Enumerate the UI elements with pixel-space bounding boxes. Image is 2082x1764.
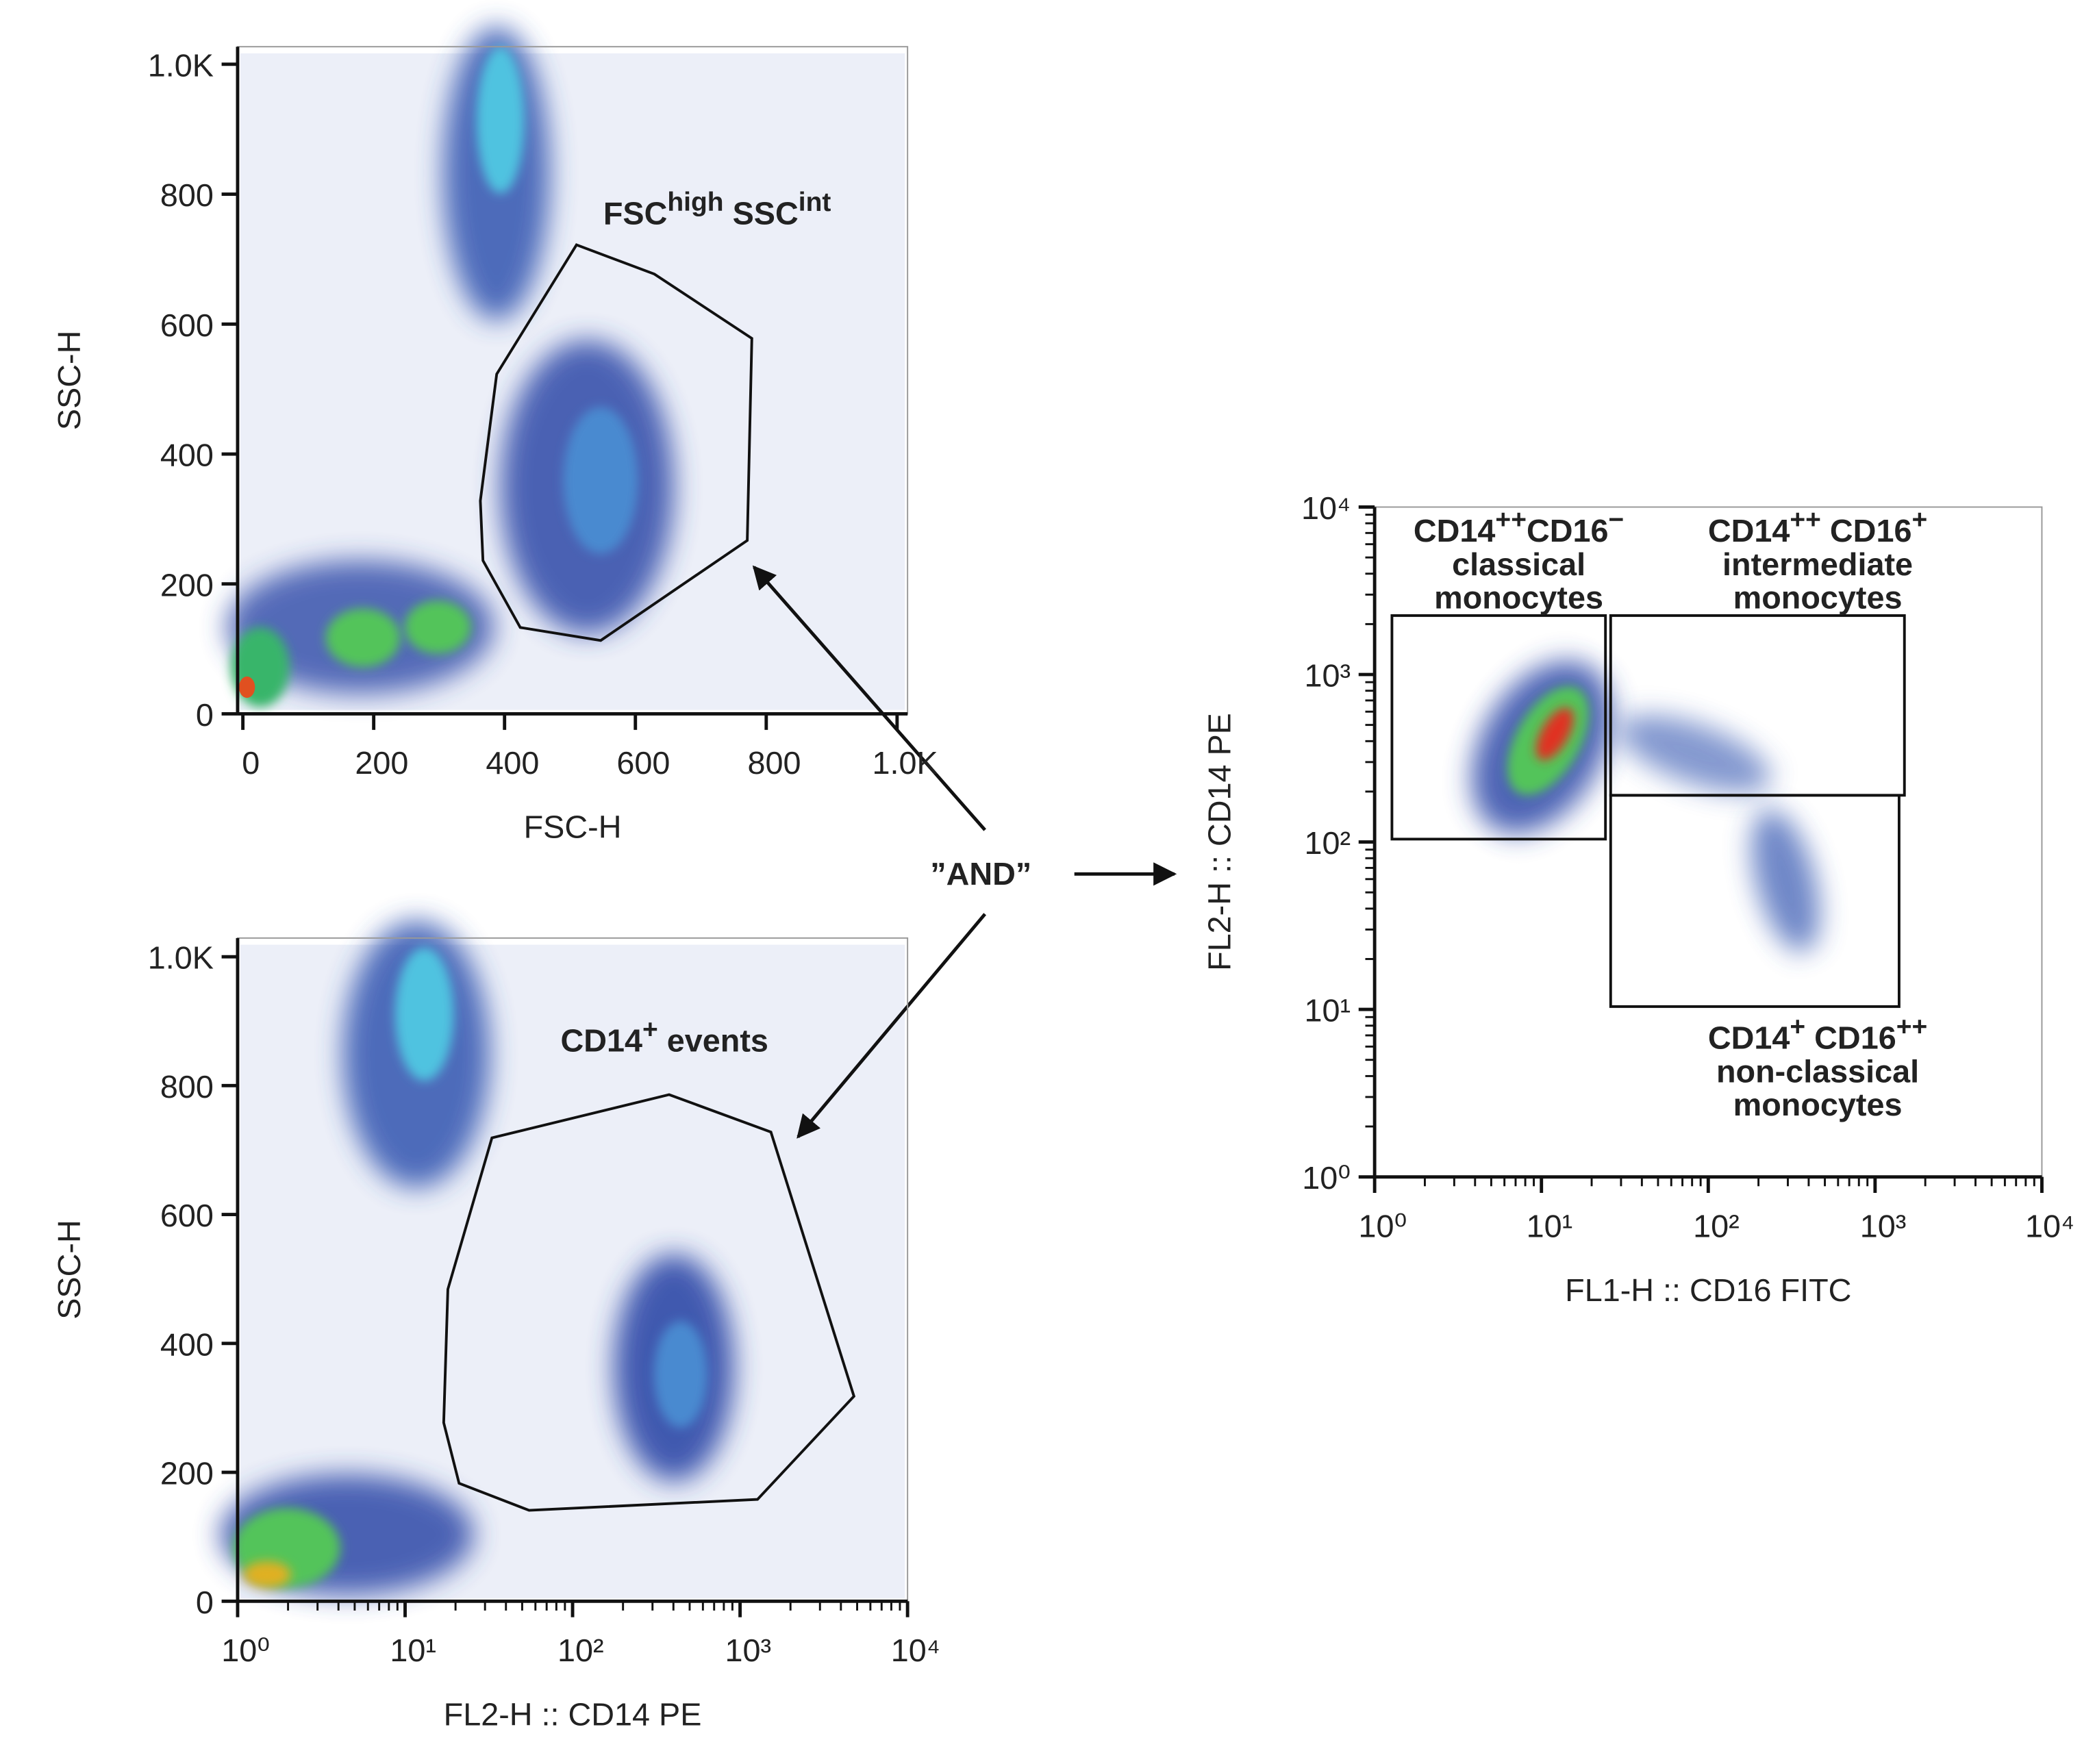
gate-label-part: CD16	[1805, 1020, 1896, 1056]
gate-label-part: intermediate	[1722, 546, 1913, 582]
gate-label: classical	[1452, 546, 1585, 582]
y-axis-label: SSC-H	[51, 1220, 87, 1319]
x-tick-label: 400	[486, 745, 539, 781]
gate-label-part: int	[799, 188, 831, 217]
connector-arrows	[752, 565, 1177, 1139]
x-tick-label: 10⁴	[891, 1633, 940, 1668]
y-axis-label: FL2-H :: CD14 PE	[1202, 713, 1238, 971]
y-tick-label: 10¹	[1304, 993, 1351, 1029]
gate-label-part: CD14	[1708, 513, 1790, 549]
gate-label: monocytes	[1733, 580, 1903, 616]
x-axis-label: FL2-H :: CD14 PE	[444, 1696, 702, 1732]
gate-label: CD14+ CD16++	[1708, 1012, 1927, 1055]
x-tick-label: 10³	[725, 1633, 772, 1668]
gate-label-part: CD14	[1708, 1020, 1790, 1056]
gate-label-part: +	[1790, 1012, 1805, 1042]
x-tick-label: 200	[355, 745, 408, 781]
gate-label: CD14+ events	[561, 1015, 768, 1058]
x-tick-label: 10⁰	[221, 1633, 270, 1668]
gate	[442, 1093, 856, 1512]
gate-label: CD14++CD16−	[1414, 505, 1624, 549]
y-tick-label: 10⁰	[1302, 1160, 1351, 1196]
y-tick-label: 1.0K	[148, 47, 214, 83]
x-tick-label: 10²	[557, 1633, 604, 1668]
y-tick-label: 10²	[1304, 825, 1351, 861]
x-tick-label: 10²	[1693, 1208, 1740, 1244]
gate-label-part: monocytes	[1434, 580, 1603, 616]
x-tick-label: 10¹	[1527, 1208, 1573, 1244]
gate-label-part: monocytes	[1733, 1087, 1903, 1122]
x-tick-label: 10³	[1860, 1208, 1907, 1244]
gate-label-part: +	[642, 1015, 658, 1044]
gate-label-part: −	[1608, 505, 1624, 535]
gate-label-part: CD14	[561, 1022, 643, 1058]
gate-label-part: CD16	[1527, 513, 1609, 549]
gate-label-part: CD16	[1821, 513, 1912, 549]
y-tick-label: 1.0K	[148, 940, 214, 976]
gate-label-part: CD14	[1414, 513, 1496, 549]
gate-label: FSChigh SSCint	[603, 188, 831, 231]
x-tick-label: 1.0K	[872, 745, 938, 781]
x-tick-label: 10⁴	[2025, 1208, 2074, 1244]
x-tick-label: 600	[616, 745, 670, 781]
density-cloud	[227, 26, 905, 710]
y-axis-label: SSC-H	[51, 331, 87, 430]
gate-label-part: monocytes	[1733, 580, 1903, 616]
x-tick-label: 10⁰	[1358, 1208, 1407, 1244]
density-cloud	[1471, 661, 1820, 953]
gate-label-part: FSC	[603, 195, 668, 231]
density-cloud	[220, 920, 905, 1599]
y-tick-label: 400	[160, 438, 214, 473]
y-tick-label: 10⁴	[1301, 490, 1351, 526]
y-tick-label: 0	[196, 697, 214, 733]
gate	[479, 243, 753, 642]
x-axis-label: FSC-H	[524, 809, 622, 845]
x-axis-label: FL1-H :: CD16 FITC	[1565, 1272, 1851, 1308]
connector-label: ”AND”	[930, 856, 1031, 892]
y-tick-label: 800	[160, 177, 214, 213]
gate-label-part: classical	[1452, 546, 1585, 582]
y-tick-label: 600	[160, 1198, 214, 1233]
gate-label-part: ++	[1896, 1012, 1928, 1042]
gate-label-part: high	[667, 188, 723, 217]
gate-label-part: SSC	[724, 195, 799, 231]
gate-label-part: +	[1911, 505, 1927, 535]
gate-label: non-classical	[1716, 1053, 1919, 1089]
gate-label-part: ++	[1495, 505, 1527, 535]
gate	[1390, 614, 1607, 841]
gate-label: intermediate	[1722, 546, 1913, 582]
x-tick-label: 10¹	[390, 1633, 436, 1668]
gate	[1609, 794, 1901, 1008]
x-tick-label: 800	[747, 745, 801, 781]
gate-label: monocytes	[1733, 1087, 1903, 1122]
gate-label-part: non-classical	[1716, 1053, 1919, 1089]
y-tick-label: 200	[160, 567, 214, 603]
y-tick-label: 800	[160, 1069, 214, 1105]
y-tick-label: 400	[160, 1326, 214, 1362]
y-tick-label: 200	[160, 1456, 214, 1491]
gate-label-part: events	[658, 1022, 768, 1058]
x-tick-label: 0	[242, 745, 260, 781]
y-tick-label: 0	[196, 1585, 214, 1620]
y-tick-label: 600	[160, 307, 214, 343]
gate-label-part: ++	[1790, 505, 1821, 535]
gate-label: CD14++ CD16+	[1708, 505, 1927, 549]
gate-label: monocytes	[1434, 580, 1603, 616]
y-tick-label: 10³	[1304, 658, 1351, 694]
